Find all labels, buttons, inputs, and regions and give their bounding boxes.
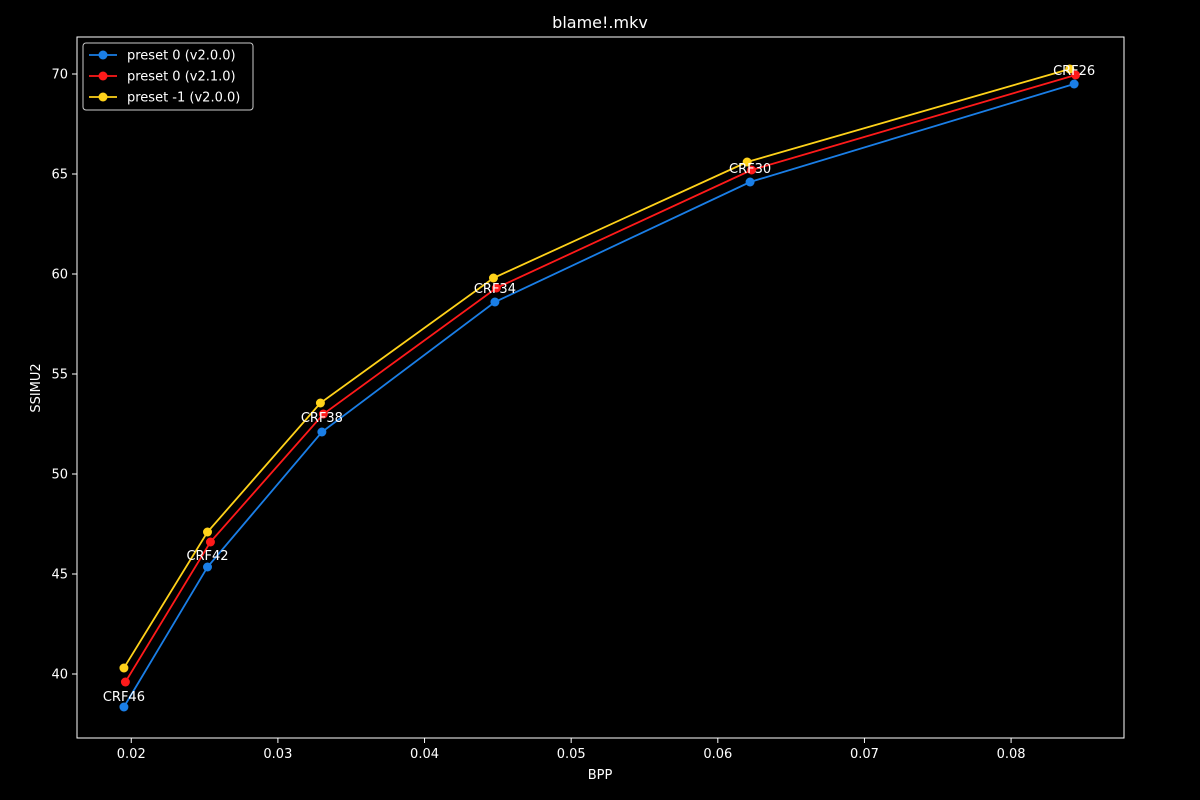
series-line [124,74,1076,683]
y-tick-label: 65 [51,168,68,183]
data-point [1069,79,1079,89]
x-axis-label: BPP [588,768,613,783]
series-layer [119,64,1081,712]
data-point [317,427,327,437]
data-point [203,562,213,572]
legend-label: preset -1 (v2.0.0) [127,91,240,106]
x-tick-label: 0.08 [997,747,1026,762]
y-tick-label: 70 [51,68,68,83]
data-point [119,702,129,712]
data-point [203,527,213,537]
y-tick-label: 50 [51,468,68,483]
legend-label: preset 0 (v2.1.0) [127,70,236,85]
y-tick-label: 55 [51,368,68,383]
crf-annotation: CRF34 [474,282,516,297]
series-group [120,70,1081,687]
data-point [490,297,500,307]
chart-title: blame!.mkv [552,13,648,32]
data-point [742,157,752,167]
x-tick-label: 0.07 [850,747,879,762]
y-axis-label: SSIMU2 [29,363,44,412]
series-group [119,79,1079,712]
data-point [491,283,501,293]
crf-annotation: CRF26 [1053,64,1095,79]
legend-box [82,42,254,111]
data-point [205,537,215,547]
data-point [120,677,130,687]
data-point [745,177,755,187]
annotations-layer: CRF46 CRF42 CRF38 CRF34 CRF30 CRF26 [103,64,1095,705]
legend-marker [98,50,108,60]
data-point [318,409,328,419]
crf-annotation: CRF30 [729,162,771,177]
data-point [119,663,129,673]
legend-marker [98,71,108,81]
crf-annotation: CRF46 [103,690,145,705]
data-point [1071,70,1081,80]
data-point [747,165,757,175]
x-tick-label: 0.02 [117,747,146,762]
x-tick-label: 0.04 [410,747,439,762]
y-tick-label: 45 [51,568,68,583]
data-point [488,273,498,283]
crf-annotation: CRF42 [186,549,228,564]
axes-layer: 0.02 0.03 0.04 0.05 0.06 0.07 0.08 40 45 50 55 60 65… [51,36,1125,762]
series-line [123,83,1075,708]
y-tick-label: 40 [51,668,68,683]
crf-annotation: CRF38 [301,411,343,426]
y-tick-label: 60 [51,268,68,283]
data-point [315,398,325,408]
data-point [1065,64,1075,74]
legend-label: preset 0 (v2.0.0) [127,49,236,64]
legend-marker [98,92,108,102]
plot-frame [76,36,1125,739]
x-tick-label: 0.03 [263,747,292,762]
x-tick-label: 0.06 [703,747,732,762]
x-tick-label: 0.05 [557,747,586,762]
series-group [119,64,1075,673]
legend: preset 0 (v2.0.0) preset 0 (v2.1.0) preset… [82,42,254,111]
series-line [123,68,1070,669]
